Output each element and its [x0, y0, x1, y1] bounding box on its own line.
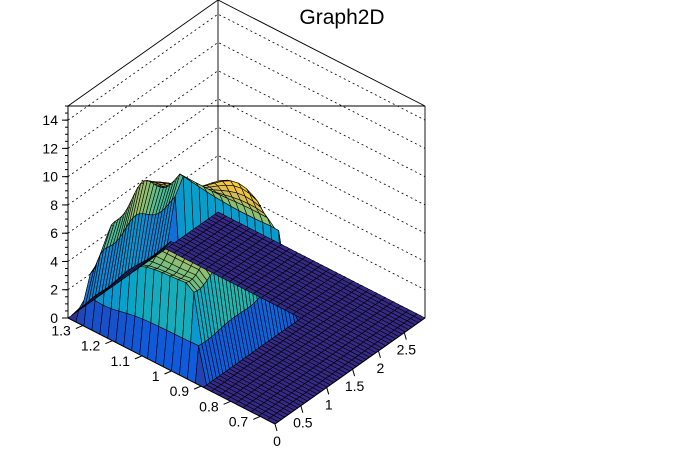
y-tick [75, 325, 83, 330]
chart-title: Graph2D [299, 6, 384, 29]
x-axis [274, 317, 426, 425]
z-tick-label: 14 [42, 112, 58, 128]
y-tick-label: 0.9 [170, 383, 190, 399]
x-tick [274, 423, 278, 432]
z-tick-label: 0 [50, 310, 58, 326]
z-tick-label: 12 [42, 140, 58, 156]
surface [67, 173, 426, 425]
z-tick-label: 10 [42, 169, 58, 185]
x-tick-label: 0.5 [293, 415, 313, 431]
z-gridline [67, 98, 426, 206]
axes: 024681012140.70.80.911.11.21.300.511.522… [42, 105, 426, 449]
y-tick-label: 0.7 [229, 413, 249, 429]
y-tick [253, 415, 261, 420]
x-tick-label: 0 [273, 433, 281, 449]
y-tick [193, 385, 202, 390]
y-tick-label: 1.2 [81, 338, 101, 354]
y-tick-label: 1 [152, 368, 160, 384]
x-tick-label: 1 [325, 396, 333, 412]
z-tick-label: 6 [50, 225, 58, 241]
frame-edge [217, 0, 426, 107]
z-tick-label: 2 [50, 282, 58, 298]
x-tick [377, 350, 381, 359]
z-tick-label: 8 [50, 197, 58, 213]
y-tick [105, 340, 113, 345]
y-tick-label: 1.1 [110, 353, 130, 369]
z-tick-label: 4 [50, 253, 58, 269]
z-gridline [67, 41, 426, 149]
x-tick [326, 387, 330, 395]
x-tick [300, 405, 304, 413]
y-tick-label: 0.8 [199, 398, 219, 414]
frame-edge [67, 0, 219, 107]
z-gridline [67, 13, 426, 121]
x-tick [352, 369, 356, 377]
y-tick [223, 400, 231, 405]
x-tick-label: 2 [377, 360, 385, 376]
y-tick [134, 355, 143, 360]
y-tick-label: 1.3 [51, 323, 71, 339]
z-gridline [67, 70, 426, 178]
x-tick [403, 332, 407, 340]
x-tick-label: 1.5 [345, 378, 365, 394]
z-gridline [67, 126, 426, 234]
y-tick [164, 370, 172, 375]
x-tick-label: 2.5 [397, 342, 417, 358]
